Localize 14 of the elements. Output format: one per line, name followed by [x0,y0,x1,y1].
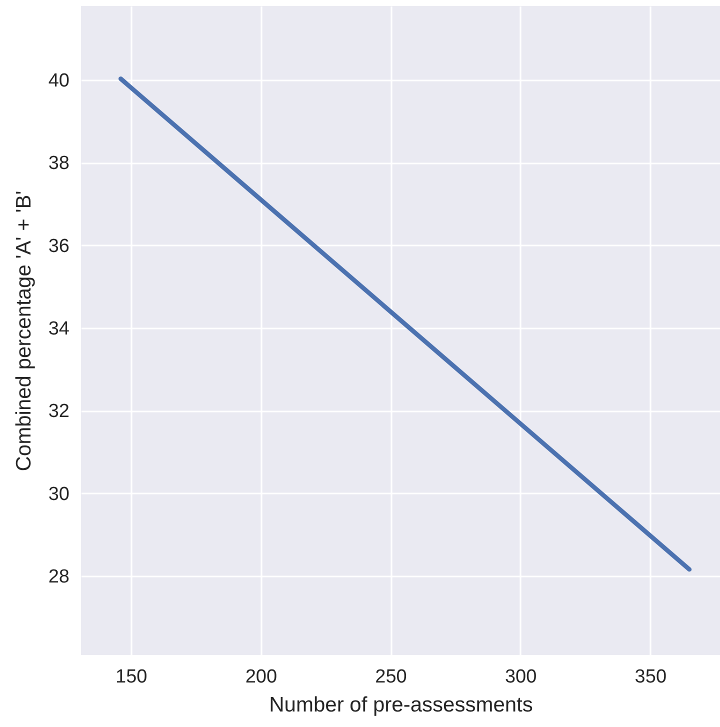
y-tick-label: 40 [48,70,70,92]
y-axis-title: Combined percentage 'A' + 'B' [12,190,36,472]
x-tick-label: 300 [504,666,537,688]
y-tick-label: 32 [48,401,70,422]
x-tick-label: 250 [375,666,407,688]
x-axis-title: Number of pre-assessments [269,694,533,716]
y-tick-label: 34 [48,318,70,340]
x-tick-label: 350 [634,666,667,688]
y-tick-label: 30 [48,484,70,505]
x-tick-label: 200 [245,666,278,688]
x-tick-label: 150 [116,666,148,688]
y-tick-label: 36 [48,236,70,257]
y-tick-label: 38 [48,153,70,174]
y-tick-label: 28 [48,566,70,588]
